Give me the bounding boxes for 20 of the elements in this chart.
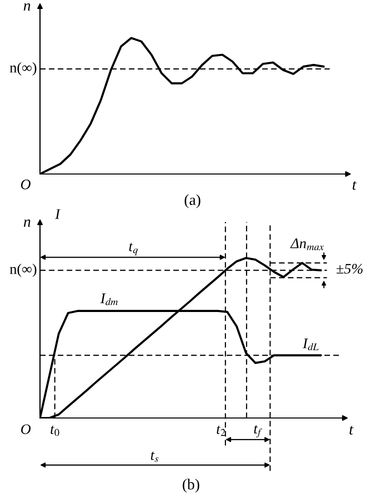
- text: (a): [184, 194, 200, 208]
- x-axis-title: t: [350, 426, 354, 435]
- text: t$_{q}$: [129, 242, 138, 256]
- text: t$_{f}$: [254, 425, 262, 438]
- text: (b): [182, 478, 200, 493]
- text: O: [21, 180, 31, 190]
- text: ±5%: [336, 264, 363, 274]
- text: Δn$_{max}$: [290, 238, 324, 250]
- text: t$_{s}$: [150, 452, 158, 462]
- y-axis-title: n: [24, 220, 30, 227]
- annotation: I$_{dm}$: [100, 294, 118, 306]
- text: t$_{0}$: [50, 426, 60, 436]
- text: I: [55, 209, 61, 219]
- y-axis-title: n: [24, 3, 30, 11]
- ref-line-label: n(∞): [10, 62, 36, 76]
- ref-line-label: n(∞): [10, 264, 36, 277]
- annotation: I$_{dL}$: [302, 338, 319, 350]
- text: O: [21, 424, 31, 434]
- x-axis-title: t: [352, 181, 357, 190]
- text: t$_{2}$: [216, 426, 226, 436]
